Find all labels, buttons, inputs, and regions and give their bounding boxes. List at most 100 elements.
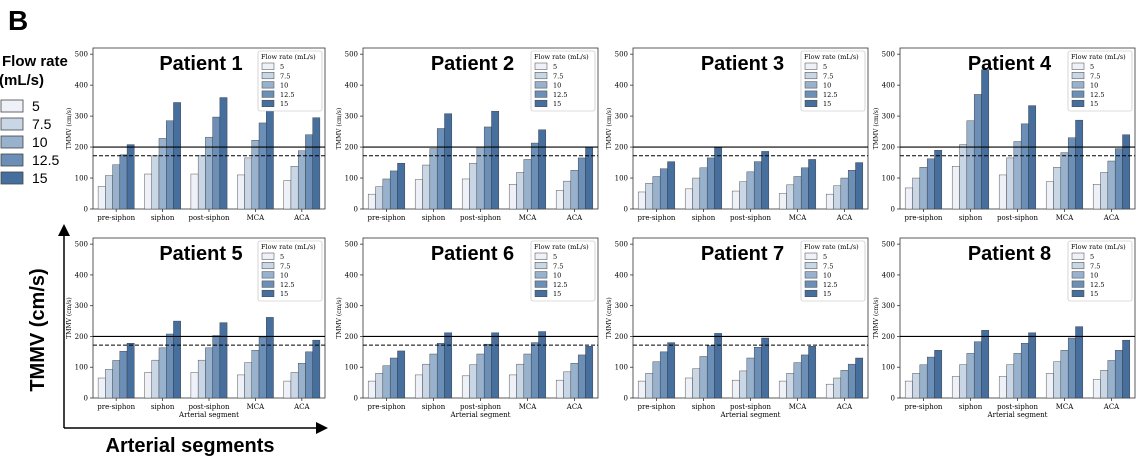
y-tick-label: 100 xyxy=(75,364,88,372)
subplot-title: Patient 6 xyxy=(431,243,514,265)
bar-ACA-10 xyxy=(570,170,579,210)
legend-swatch xyxy=(804,262,818,270)
x-tick-label: siphon xyxy=(151,214,175,222)
y-axis-label: TMMV (cm/s) xyxy=(873,297,880,338)
y-axis-label: TMMV (cm/s) xyxy=(873,108,880,149)
x-tick-label: ACA xyxy=(293,403,310,411)
x-tick-label: MCA xyxy=(519,403,538,411)
global-y-title: TMMV (cm/s) xyxy=(27,268,49,391)
bar-MCA-15 xyxy=(266,104,274,210)
bar-MCA-12.5 xyxy=(258,122,267,210)
bar-post-siphon-12.5 xyxy=(212,116,221,210)
legend-label: 12.5 xyxy=(280,91,294,99)
x-tick-label: ACA xyxy=(1103,403,1120,411)
bar-pre-siphon-12.5 xyxy=(926,158,935,210)
x-tick-label: siphon xyxy=(692,403,716,411)
x-tick-label: pre-siphon xyxy=(905,403,943,411)
x-tick-label: post-siphon xyxy=(460,403,502,411)
global-legend-title-line2: (mL/s) xyxy=(0,72,44,89)
subplot-title: Patient 1 xyxy=(159,53,242,75)
global-legend-label: 12.5 xyxy=(32,152,59,168)
y-axis-label: TMMV (cm/s) xyxy=(336,108,343,149)
y-tick-label: 200 xyxy=(615,333,628,341)
legend-swatch xyxy=(1071,72,1085,80)
bar-pre-siphon-15 xyxy=(126,144,135,210)
bar-siphon-15 xyxy=(981,69,990,210)
legend-label: 7.5 xyxy=(823,262,833,270)
legend-label: 15 xyxy=(553,100,561,108)
bar-post-siphon-5 xyxy=(998,376,1007,399)
bar-pre-siphon-12.5 xyxy=(119,351,128,399)
y-tick-label: 300 xyxy=(345,113,358,121)
y-axis-label: TMMV (cm/s) xyxy=(336,297,343,338)
y-tick-label: 0 xyxy=(84,395,88,403)
bar-ACA-5 xyxy=(555,379,564,399)
global-x-title: Arterial segments xyxy=(106,435,275,457)
legend-swatch xyxy=(534,289,548,297)
bar-siphon-5 xyxy=(414,374,423,399)
bar-MCA-7.5 xyxy=(516,172,525,210)
y-tick-label: 300 xyxy=(615,113,628,121)
legend-swatch xyxy=(534,262,548,270)
x-tick-label: post-siphon xyxy=(188,214,230,222)
bar-siphon-7.5 xyxy=(959,144,968,210)
y-tick-label: 500 xyxy=(345,241,358,249)
y-tick-label: 400 xyxy=(882,271,895,279)
y-tick-label: 200 xyxy=(882,144,895,152)
x-tick-label: siphon xyxy=(422,403,446,411)
bar-pre-siphon-12.5 xyxy=(659,168,668,210)
y-tick-label: 400 xyxy=(75,271,88,279)
bar-MCA-15 xyxy=(808,159,817,210)
bar-pre-siphon-5 xyxy=(367,193,376,210)
bar-pre-siphon-5 xyxy=(637,380,646,399)
x-tick-label: siphon xyxy=(422,214,446,222)
bar-MCA-15 xyxy=(1075,119,1084,210)
legend-swatch xyxy=(534,90,548,98)
x-tick-label: post-siphon xyxy=(460,214,502,222)
x-tick-label: siphon xyxy=(959,403,983,411)
bar-post-siphon-12.5 xyxy=(753,161,762,210)
bar-ACA-7.5 xyxy=(563,180,572,210)
y-tick-label: 100 xyxy=(345,364,358,372)
legend-title: Flow rate (mL/s) xyxy=(261,53,316,61)
x-axis-label: Arterial segment xyxy=(178,411,239,419)
bar-pre-siphon-10 xyxy=(919,364,928,399)
bar-post-siphon-10 xyxy=(746,171,755,210)
bar-pre-siphon-10 xyxy=(382,365,391,399)
legend-swatch xyxy=(261,271,275,279)
bar-pre-siphon-15 xyxy=(667,161,676,210)
y-tick-label: 500 xyxy=(615,241,628,249)
bar-siphon-5 xyxy=(144,173,152,210)
bar-MCA-10 xyxy=(251,350,260,399)
bar-ACA-10 xyxy=(1107,360,1116,399)
bar-MCA-5 xyxy=(778,193,787,210)
legend-swatch xyxy=(1071,262,1085,270)
bar-ACA-10 xyxy=(840,177,849,210)
legend-label: 5 xyxy=(1090,253,1094,261)
bar-pre-siphon-12.5 xyxy=(926,356,935,399)
global-legend-swatch xyxy=(0,171,24,185)
legend-label: 10 xyxy=(280,272,288,280)
legend-swatch xyxy=(1071,289,1085,297)
bar-pre-siphon-10 xyxy=(919,167,928,210)
y-tick-label: 500 xyxy=(882,241,895,249)
legend-swatch xyxy=(534,271,548,279)
x-tick-label: ACA xyxy=(1103,214,1120,222)
bar-siphon-12.5 xyxy=(166,120,174,210)
bar-siphon-15 xyxy=(444,332,453,399)
legend-swatch xyxy=(804,99,818,107)
bar-ACA-12.5 xyxy=(1114,350,1123,399)
x-tick-label: pre-siphon xyxy=(638,214,676,222)
subplot-title: Patient 3 xyxy=(701,53,784,75)
legend-title: Flow rate (mL/s) xyxy=(534,243,589,251)
x-tick-label: MCA xyxy=(789,214,808,222)
bar-pre-siphon-10 xyxy=(112,360,121,399)
bar-post-siphon-7.5 xyxy=(1006,157,1015,210)
x-tick-label: siphon xyxy=(692,214,716,222)
legend-swatch xyxy=(804,252,818,260)
legend-label: 7.5 xyxy=(553,262,563,270)
x-axis-label: Arterial segment xyxy=(450,411,511,419)
legend-swatch xyxy=(804,280,818,288)
bar-ACA-15 xyxy=(312,117,321,210)
y-tick-label: 500 xyxy=(75,51,88,59)
